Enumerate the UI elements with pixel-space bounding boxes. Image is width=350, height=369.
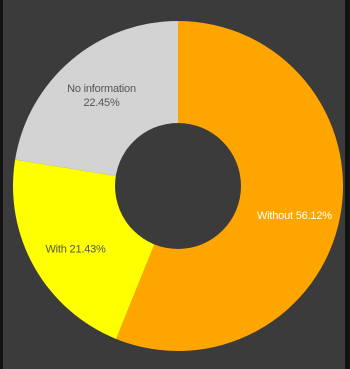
slice-label-without: Without 56.12%: [257, 210, 332, 222]
slice-label-name: No information: [67, 83, 136, 95]
slice-label-no-information: No information 22.45%: [67, 83, 136, 109]
slice-label-with: With 21.43%: [45, 244, 106, 256]
donut-hole: [115, 123, 241, 249]
labels-group: Without 56.12% With 21.43% No information 2…: [45, 83, 332, 255]
slice-label-percent: 22.45%: [83, 97, 120, 109]
